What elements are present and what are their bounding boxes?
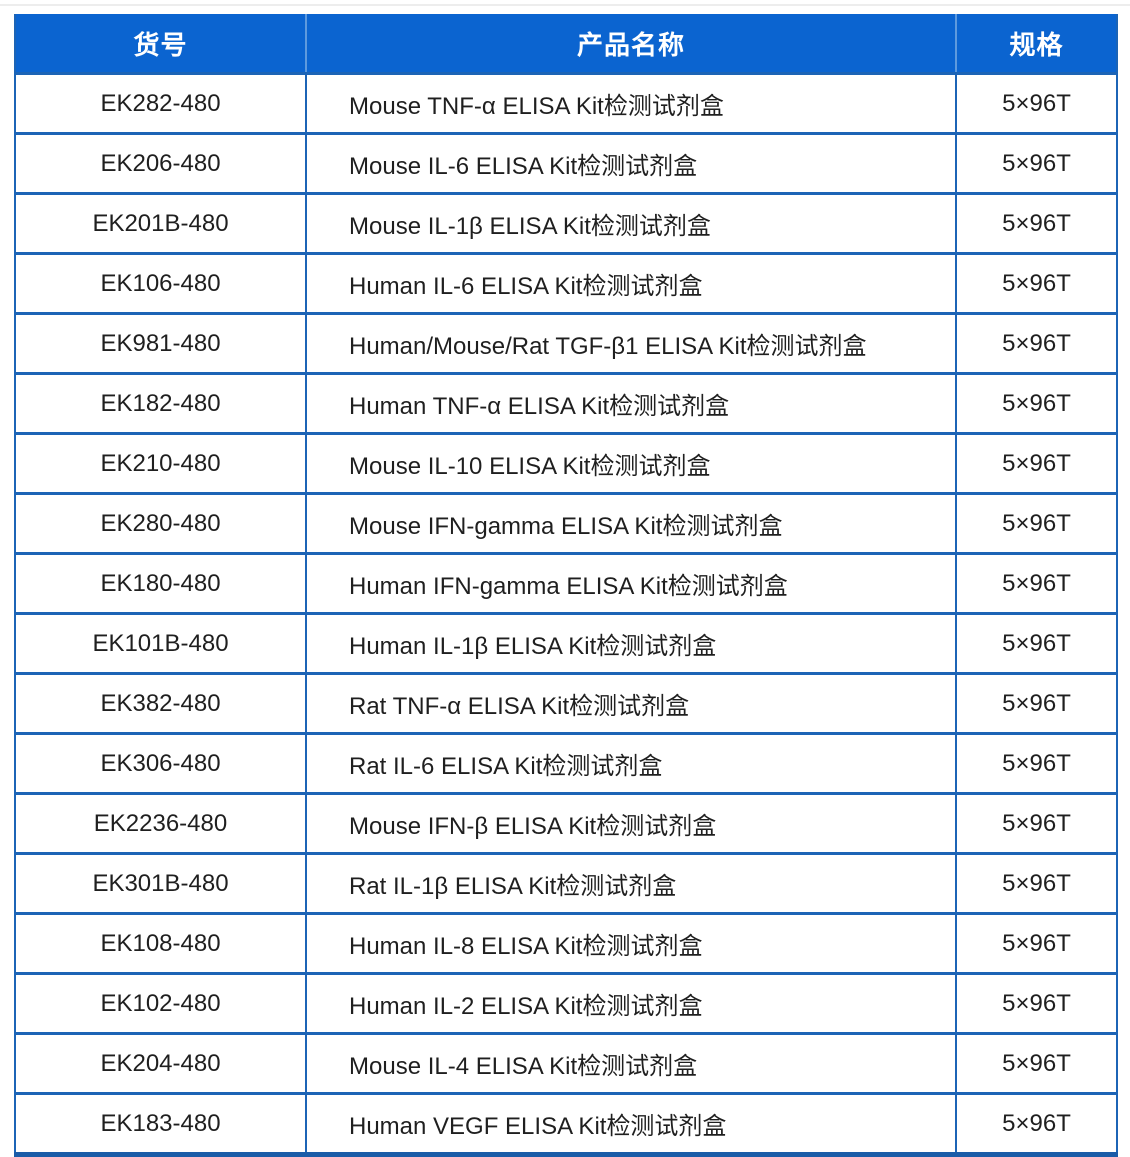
table-row: EK210-480 Mouse IL-10 ELISA Kit检测试剂盒 5×9… — [15, 432, 1117, 494]
product-code: EK981-480 — [15, 312, 306, 374]
product-name: Mouse IL-10 ELISA Kit检测试剂盒 — [305, 432, 956, 494]
product-spec: 5×96T — [955, 72, 1117, 134]
product-spec: 5×96T — [955, 732, 1117, 794]
product-code: EK210-480 — [15, 432, 306, 494]
product-code: EK101B-480 — [15, 612, 306, 674]
product-name: Rat IL-1β ELISA Kit检测试剂盒 — [305, 852, 956, 914]
table-row: EK183-480 Human VEGF ELISA Kit检测试剂盒 5×96… — [15, 1092, 1117, 1155]
product-code: EK102-480 — [15, 972, 306, 1034]
product-name: Mouse IFN-gamma ELISA Kit检测试剂盒 — [305, 492, 956, 554]
product-code: EK182-480 — [15, 372, 306, 434]
table-row: EK204-480 Mouse IL-4 ELISA Kit检测试剂盒 5×96… — [15, 1032, 1117, 1094]
product-code: EK204-480 — [15, 1032, 306, 1094]
product-name: Mouse IL-1β ELISA Kit检测试剂盒 — [305, 192, 956, 254]
product-code: EK301B-480 — [15, 852, 306, 914]
product-spec: 5×96T — [955, 972, 1117, 1034]
product-spec: 5×96T — [955, 672, 1117, 734]
product-name: Human IL-8 ELISA Kit检测试剂盒 — [305, 912, 956, 974]
table-row: EK102-480 Human IL-2 ELISA Kit检测试剂盒 5×96… — [15, 972, 1117, 1034]
product-spec: 5×96T — [955, 432, 1117, 494]
header-row: 货号 产品名称 规格 — [15, 14, 1117, 74]
table-row: EK106-480 Human IL-6 ELISA Kit检测试剂盒 5×96… — [15, 252, 1117, 314]
table-header: 货号 产品名称 规格 — [15, 14, 1117, 74]
product-name: Human IL-1β ELISA Kit检测试剂盒 — [305, 612, 956, 674]
product-spec: 5×96T — [955, 1032, 1117, 1094]
product-spec: 5×96T — [955, 492, 1117, 554]
table-row: EK2236-480 Mouse IFN-β ELISA Kit检测试剂盒 5×… — [15, 792, 1117, 854]
product-spec: 5×96T — [955, 192, 1117, 254]
product-spec: 5×96T — [955, 852, 1117, 914]
table-row: EK981-480 Human/Mouse/Rat TGF-β1 ELISA K… — [15, 312, 1117, 374]
table-row: EK306-480 Rat IL-6 ELISA Kit检测试剂盒 5×96T — [15, 732, 1117, 794]
product-code: EK382-480 — [15, 672, 306, 734]
table-body: EK282-480 Mouse TNF-α ELISA Kit检测试剂盒 5×9… — [15, 72, 1117, 1155]
product-spec: 5×96T — [955, 792, 1117, 854]
product-name: Human TNF-α ELISA Kit检测试剂盒 — [305, 372, 956, 434]
product-code: EK106-480 — [15, 252, 306, 314]
product-code: EK280-480 — [15, 492, 306, 554]
table-row: EK180-480 Human IFN-gamma ELISA Kit检测试剂盒… — [15, 552, 1117, 614]
product-code: EK183-480 — [15, 1092, 306, 1155]
table-row: EK108-480 Human IL-8 ELISA Kit检测试剂盒 5×96… — [15, 912, 1117, 974]
product-spec: 5×96T — [955, 552, 1117, 614]
product-code: EK206-480 — [15, 132, 306, 194]
product-name: Mouse IL-6 ELISA Kit检测试剂盒 — [305, 132, 956, 194]
header-cell-code: 货号 — [15, 14, 306, 74]
product-spec: 5×96T — [955, 372, 1117, 434]
product-table: 货号 产品名称 规格 EK282-480 Mouse TNF-α ELISA K… — [14, 14, 1118, 1157]
product-code: EK306-480 — [15, 732, 306, 794]
table-row: EK282-480 Mouse TNF-α ELISA Kit检测试剂盒 5×9… — [15, 72, 1117, 134]
header-cell-name: 产品名称 — [305, 14, 956, 74]
product-name: Human IL-6 ELISA Kit检测试剂盒 — [305, 252, 956, 314]
product-name: Mouse IFN-β ELISA Kit检测试剂盒 — [305, 792, 956, 854]
product-spec: 5×96T — [955, 252, 1117, 314]
product-name: Rat IL-6 ELISA Kit检测试剂盒 — [305, 732, 956, 794]
table-row: EK206-480 Mouse IL-6 ELISA Kit检测试剂盒 5×96… — [15, 132, 1117, 194]
product-code: EK201B-480 — [15, 192, 306, 254]
table-row: EK382-480 Rat TNF-α ELISA Kit检测试剂盒 5×96T — [15, 672, 1117, 734]
product-code: EK282-480 — [15, 72, 306, 134]
table-row: EK301B-480 Rat IL-1β ELISA Kit检测试剂盒 5×96… — [15, 852, 1117, 914]
scan-artifact-line — [0, 4, 1130, 6]
product-code: EK180-480 — [15, 552, 306, 614]
product-spec: 5×96T — [955, 1092, 1117, 1155]
product-name: Human IFN-gamma ELISA Kit检测试剂盒 — [305, 552, 956, 614]
table-row: EK280-480 Mouse IFN-gamma ELISA Kit检测试剂盒… — [15, 492, 1117, 554]
table-row: EK182-480 Human TNF-α ELISA Kit检测试剂盒 5×9… — [15, 372, 1117, 434]
product-name: Rat TNF-α ELISA Kit检测试剂盒 — [305, 672, 956, 734]
product-spec: 5×96T — [955, 912, 1117, 974]
product-spec: 5×96T — [955, 612, 1117, 674]
product-name: Human VEGF ELISA Kit检测试剂盒 — [305, 1092, 956, 1155]
table-row: EK201B-480 Mouse IL-1β ELISA Kit检测试剂盒 5×… — [15, 192, 1117, 254]
product-name: Mouse IL-4 ELISA Kit检测试剂盒 — [305, 1032, 956, 1094]
product-name: Human IL-2 ELISA Kit检测试剂盒 — [305, 972, 956, 1034]
product-name: Human/Mouse/Rat TGF-β1 ELISA Kit检测试剂盒 — [305, 312, 956, 374]
product-name: Mouse TNF-α ELISA Kit检测试剂盒 — [305, 72, 956, 134]
header-cell-spec: 规格 — [955, 14, 1117, 74]
product-spec: 5×96T — [955, 312, 1117, 374]
product-code: EK108-480 — [15, 912, 306, 974]
product-code: EK2236-480 — [15, 792, 306, 854]
table-row: EK101B-480 Human IL-1β ELISA Kit检测试剂盒 5×… — [15, 612, 1117, 674]
product-spec: 5×96T — [955, 132, 1117, 194]
